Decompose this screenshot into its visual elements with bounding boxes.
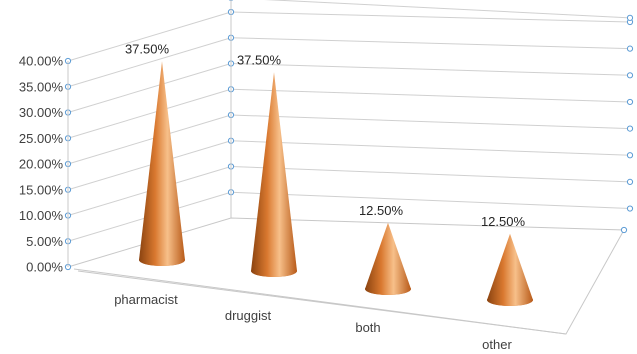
category-label: both (355, 320, 380, 335)
data-labels: 37.50% 37.50% 12.50% 12.50% (125, 41, 526, 229)
cone-both (365, 222, 411, 295)
y-tick-label: 25.00% (19, 131, 64, 146)
data-label: 37.50% (237, 52, 282, 67)
gridline-marker (626, 45, 634, 52)
side-gridline (67, 88, 232, 139)
gridline-marker (626, 205, 634, 212)
floor-marker (620, 226, 628, 234)
y-tick-label: 40.00% (19, 54, 64, 69)
side-gridline (67, 11, 232, 62)
cone-body (251, 72, 297, 277)
y-tick-label: 35.00% (19, 79, 64, 94)
back-gridline (230, 114, 631, 130)
side-gridline (67, 140, 232, 191)
cone-series (139, 61, 533, 306)
data-label: 12.50% (359, 203, 404, 218)
gridline-marker (626, 98, 634, 106)
category-axis: pharmacist druggist both other (114, 292, 512, 352)
data-label: 12.50% (481, 214, 526, 229)
gridline-marker (626, 72, 634, 79)
category-label: other (482, 337, 512, 352)
y-tick-label: 10.00% (19, 208, 64, 223)
cone-pharmacist (139, 61, 185, 266)
gridline-marker (626, 178, 634, 185)
back-gridline (230, 140, 631, 156)
y-tick-label: 5.00% (26, 234, 63, 249)
gridline-marker (626, 152, 634, 159)
back-gridline (264, 0, 631, 19)
value-axis: 0.00% 5.00% 10.00% 15.00% 20.00% 25.00% 30.00%… (19, 0, 232, 275)
category-label: pharmacist (114, 292, 178, 307)
y-tick-label: 15.00% (19, 182, 64, 197)
data-label: 37.50% (125, 41, 170, 56)
y-tick-label: 20.00% (19, 157, 64, 172)
gridline-marker (626, 14, 634, 21)
cone-body (365, 222, 411, 295)
back-gridline (230, 63, 631, 76)
back-gridline (230, 37, 631, 50)
back-gridline (230, 11, 631, 23)
side-gridline (67, 114, 232, 165)
y-tick-label: 30.00% (19, 105, 64, 120)
side-gridline (67, 63, 232, 113)
back-gridline (230, 166, 631, 183)
category-label: druggist (225, 308, 272, 323)
cone-druggist (251, 72, 297, 277)
floor-front-edge (73, 268, 567, 335)
back-gridline (230, 88, 631, 103)
cone-body (139, 61, 185, 266)
gridline-marker (626, 125, 634, 132)
cone-other (487, 233, 533, 306)
back-gridline (230, 191, 631, 210)
side-gridline (67, 37, 232, 88)
y-tick-label: 0.00% (26, 260, 63, 275)
cone-body (487, 233, 533, 306)
